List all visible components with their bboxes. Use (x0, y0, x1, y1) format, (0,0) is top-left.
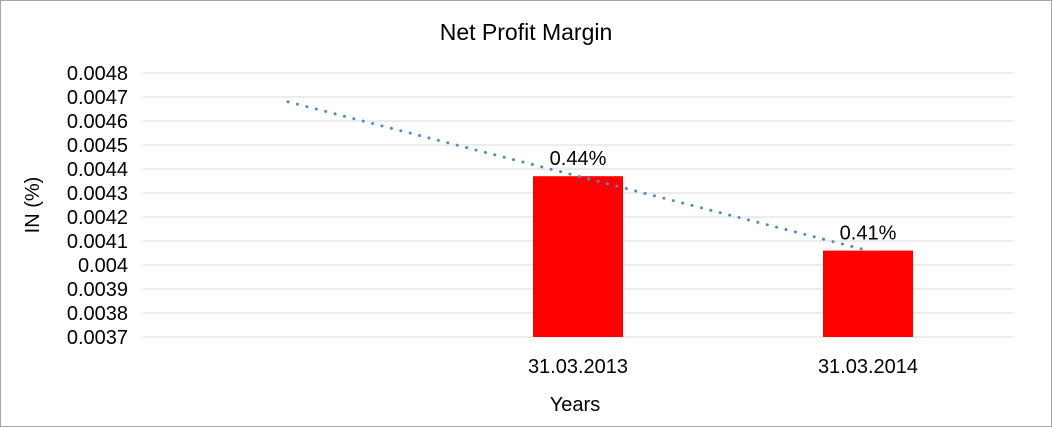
y-tick-label: 0.0048 (67, 63, 128, 85)
x-tick-label: 31.03.2014 (818, 356, 918, 378)
bar (533, 176, 623, 337)
y-tick-label: 0.0044 (67, 159, 128, 181)
y-tick-label: 0.0046 (67, 111, 128, 133)
y-tick-label: 0.0043 (67, 183, 128, 205)
y-tick-label: 0.0045 (67, 135, 128, 157)
y-axis-title: IN (%) (22, 177, 44, 234)
x-tick-label: 31.03.2013 (528, 356, 628, 378)
bar (823, 250, 913, 337)
y-tick-label: 0.0042 (67, 207, 128, 229)
y-tick-label: 0.0047 (67, 87, 128, 109)
y-tick-label: 0.0041 (67, 231, 128, 253)
bar-value-label: 0.44% (550, 148, 607, 170)
bar-value-label: 0.41% (840, 223, 897, 245)
y-tick-label: 0.004 (78, 255, 128, 277)
y-tick-label: 0.0038 (67, 303, 128, 325)
y-tick-label: 0.0037 (67, 327, 128, 349)
y-tick-label: 0.0039 (67, 279, 128, 301)
trendline (286, 100, 870, 253)
x-axis-title: Years (550, 394, 600, 416)
chart-title: Net Profit Margin (440, 19, 613, 45)
